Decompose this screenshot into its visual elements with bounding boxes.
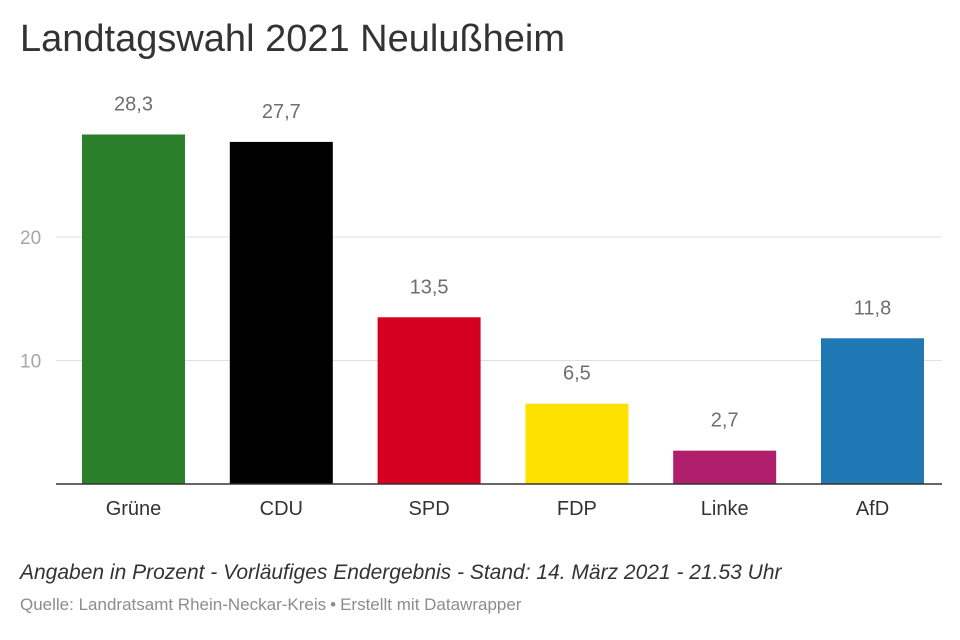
source-text: Quelle: Landratsamt Rhein-Neckar-Kreis — [20, 595, 327, 614]
value-label-gr-ne: 28,3 — [114, 93, 153, 115]
chart-title: Landtagswahl 2021 Neulußheim — [20, 18, 566, 60]
value-label-spd: 13,5 — [410, 276, 449, 298]
x-axis-labels: Grüne CDU SPD FDP Linke AfD — [106, 498, 889, 520]
category-label-fdp: FDP — [557, 498, 597, 520]
source-line: Quelle: Landratsamt Rhein-Neckar-Kreis • E… — [20, 595, 521, 615]
value-label-linke: 2,7 — [711, 410, 739, 432]
bar-chart: 10 20 28,3 27,7 13,5 6,5 2,7 11,8 Grüne CDU SPD F… — [20, 93, 942, 520]
bar-cdu — [229, 141, 333, 484]
bar-spd — [377, 317, 481, 484]
gridlines — [56, 236, 942, 361]
value-label-afd: 11,8 — [854, 297, 891, 319]
credit-text: Erstellt mit Datawrapper — [340, 595, 522, 614]
value-label-cdu: 27,7 — [262, 101, 301, 123]
chart-note: Angaben in Prozent - Vorläufiges Enderge… — [20, 561, 782, 584]
category-label-cdu: CDU — [260, 498, 303, 520]
category-label-gr-ne: Grüne — [106, 498, 162, 520]
value-label-fdp: 6,5 — [563, 363, 591, 385]
y-axis-ticks: 10 20 — [20, 228, 41, 373]
bar-gr-ne — [82, 134, 185, 484]
category-label-linke: Linke — [701, 498, 749, 520]
source-separator: • — [330, 595, 337, 614]
value-labels: 28,3 27,7 13,5 6,5 2,7 11,8 — [114, 93, 891, 431]
bar-afd — [821, 338, 924, 484]
bar-fdp — [525, 403, 629, 484]
y-tick-label-10: 10 — [20, 352, 41, 373]
bars — [82, 134, 924, 484]
y-tick-label-20: 20 — [20, 228, 41, 249]
bar-linke — [673, 450, 777, 484]
category-label-afd: AfD — [856, 498, 889, 520]
category-label-spd: SPD — [409, 498, 450, 520]
